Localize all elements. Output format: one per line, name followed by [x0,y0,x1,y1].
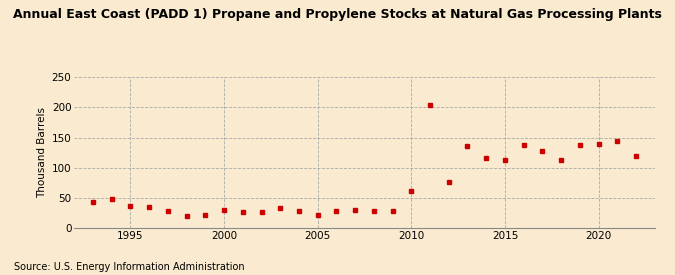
Y-axis label: Thousand Barrels: Thousand Barrels [38,107,47,198]
Text: Source: U.S. Energy Information Administration: Source: U.S. Energy Information Administ… [14,262,244,272]
Text: Annual East Coast (PADD 1) Propane and Propylene Stocks at Natural Gas Processin: Annual East Coast (PADD 1) Propane and P… [13,8,662,21]
